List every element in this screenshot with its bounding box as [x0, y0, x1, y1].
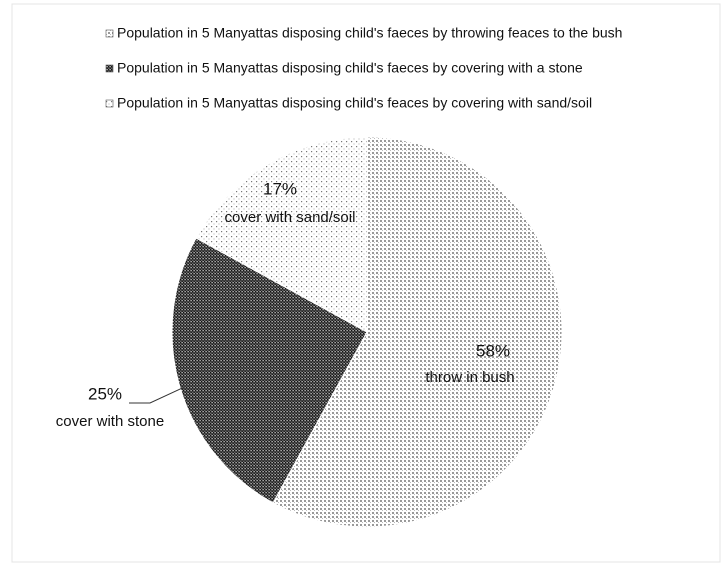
category-label: cover with sand/soil — [225, 209, 356, 226]
legend-label: Population in 5 Manyattas disposing chil… — [117, 25, 622, 41]
legend-swatch — [105, 29, 114, 38]
data-label: 25% — [88, 384, 122, 403]
data-label: 17% — [263, 179, 297, 198]
category-label: throw in bush — [425, 369, 514, 386]
category-label: cover with stone — [56, 413, 164, 430]
legend-swatch — [105, 64, 114, 73]
pie-slice — [171, 237, 368, 504]
pie-slice — [272, 136, 563, 528]
chart-border — [11, 3, 721, 563]
legend-swatch — [105, 99, 114, 108]
legend-label: Population in 5 Manyattas disposing chil… — [117, 95, 592, 111]
pie-slice — [195, 136, 368, 333]
leader-line — [129, 385, 186, 404]
legend-label: Population in 5 Manyattas disposing chil… — [117, 60, 583, 76]
data-label: 58% — [476, 341, 510, 360]
